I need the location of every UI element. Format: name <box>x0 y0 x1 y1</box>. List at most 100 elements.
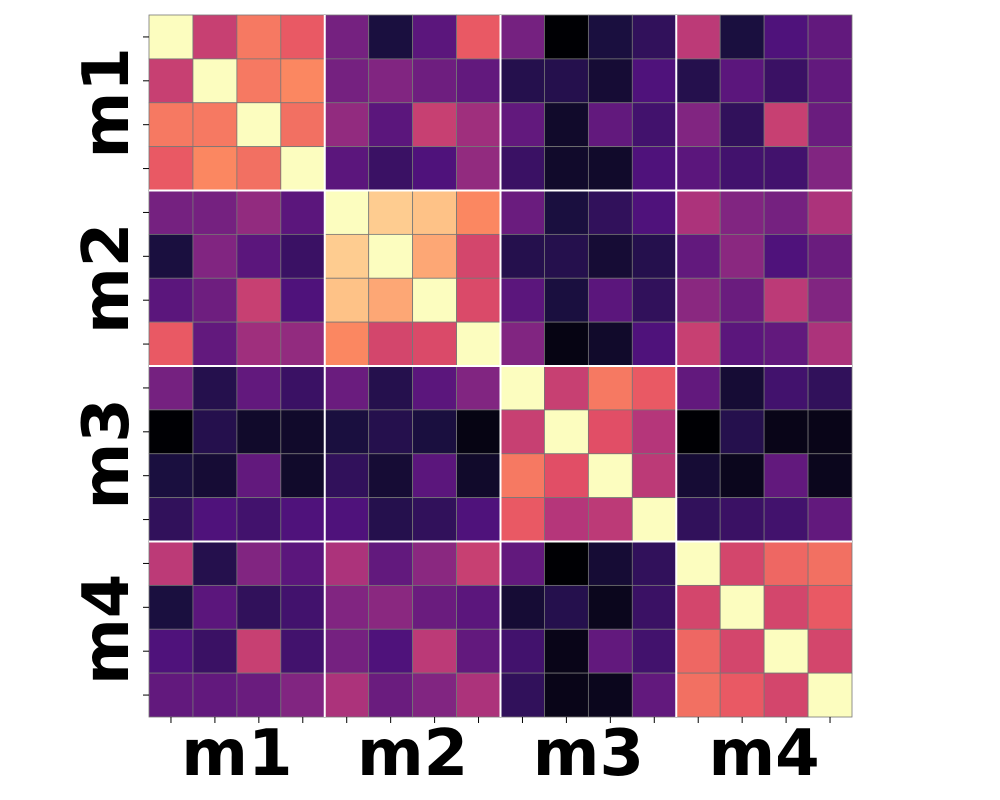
heatmap-cell <box>456 365 501 411</box>
heatmap-cell <box>719 584 765 630</box>
heatmap-cell <box>192 541 238 586</box>
heatmap-cell <box>412 321 457 367</box>
heatmap-cell <box>500 321 545 367</box>
heatmap-cell <box>324 365 370 411</box>
heatmap-cell <box>148 102 194 148</box>
heatmap-cell <box>587 14 633 60</box>
heatmap-cell <box>192 497 238 542</box>
heatmap-cell <box>631 190 677 235</box>
heatmap-cell <box>280 497 326 542</box>
heatmap-cell <box>412 14 457 60</box>
heatmap-cell <box>368 102 414 148</box>
heatmap-cell <box>500 190 545 235</box>
heatmap-cell <box>500 541 545 586</box>
heatmap-cell <box>368 453 414 499</box>
heatmap-cell <box>675 102 721 148</box>
heatmap-cell <box>148 14 194 60</box>
heatmap-cell <box>148 365 194 411</box>
heatmap-cell <box>763 584 809 630</box>
heatmap-cell <box>763 672 809 718</box>
heatmap-cell <box>631 233 677 279</box>
heatmap-cell <box>763 541 809 586</box>
heatmap-cell <box>192 584 238 630</box>
heatmap-cell <box>500 58 545 104</box>
heatmap-cell <box>719 497 765 542</box>
heatmap-cell <box>456 409 501 455</box>
heatmap-cell <box>456 584 501 630</box>
col-group-label: m4 <box>708 717 819 791</box>
heatmap-cell <box>719 365 765 411</box>
heatmap-cell <box>544 146 589 191</box>
heatmap-cell <box>280 321 326 367</box>
heatmap-cell <box>324 628 370 674</box>
heatmap-cell <box>719 190 765 235</box>
heatmap-cell <box>587 146 633 191</box>
heatmap-cell <box>631 321 677 367</box>
heatmap-cell <box>456 628 501 674</box>
heatmap-cell <box>368 277 414 323</box>
heatmap-cell <box>456 541 501 586</box>
heatmap-cell <box>631 584 677 630</box>
heatmap-cell <box>368 233 414 279</box>
row-group-label: m1 <box>70 47 144 158</box>
axis-ticks <box>143 36 831 723</box>
heatmap-cell <box>807 672 853 718</box>
heatmap-cell <box>412 58 457 104</box>
block-separators <box>149 15 852 717</box>
heatmap-cell <box>236 672 282 718</box>
heatmap-cell <box>412 541 457 586</box>
heatmap-cell <box>456 321 501 367</box>
heatmap-cell <box>807 58 853 104</box>
heatmap-cell <box>719 146 765 191</box>
heatmap-cell <box>675 58 721 104</box>
heatmap-cell <box>148 584 194 630</box>
heatmap-cell <box>544 672 589 718</box>
heatmap-cell <box>412 672 457 718</box>
col-group-labels: m1 m2 m3 m4 <box>181 717 819 791</box>
heatmap-cell <box>544 497 589 542</box>
heatmap-cell <box>807 497 853 542</box>
heatmap-cell <box>192 14 238 60</box>
heatmap-cell <box>763 321 809 367</box>
heatmap-cell <box>236 409 282 455</box>
heatmap-cell <box>807 409 853 455</box>
heatmap-cell <box>192 321 238 367</box>
heatmap-cell <box>456 102 501 148</box>
heatmap-cell <box>587 497 633 542</box>
heatmap-cell <box>631 58 677 104</box>
heatmap-cell <box>148 146 194 191</box>
heatmap-cell <box>280 14 326 60</box>
heatmap-cell <box>236 584 282 630</box>
heatmap-cell <box>368 14 414 60</box>
heatmap-cell <box>807 146 853 191</box>
heatmap-cell <box>587 277 633 323</box>
heatmap-cell <box>368 541 414 586</box>
heatmap-cell <box>148 409 194 455</box>
heatmap-cell <box>763 14 809 60</box>
heatmap-cell <box>675 14 721 60</box>
heatmap-cell <box>236 14 282 60</box>
heatmap-cell <box>587 321 633 367</box>
heatmap-cell <box>412 102 457 148</box>
heatmap-cell <box>763 365 809 411</box>
heatmap-cell <box>544 102 589 148</box>
heatmap-cell <box>280 58 326 104</box>
heatmap-cell <box>192 233 238 279</box>
heatmap-cell <box>544 233 589 279</box>
heatmap-cell <box>675 584 721 630</box>
heatmap-cell <box>631 277 677 323</box>
heatmap-cell <box>675 453 721 499</box>
heatmap-cell <box>587 453 633 499</box>
heatmap-cell <box>675 277 721 323</box>
heatmap-cell <box>236 541 282 586</box>
heatmap-cell <box>324 321 370 367</box>
heatmap-cell <box>763 58 809 104</box>
heatmap-cell <box>192 409 238 455</box>
heatmap-cell <box>719 233 765 279</box>
heatmap-cell <box>631 497 677 542</box>
heatmap-cell <box>719 541 765 586</box>
heatmap-cell <box>236 190 282 235</box>
heatmap-cell <box>587 102 633 148</box>
col-group-label: m2 <box>357 717 468 791</box>
heatmap-cell <box>368 146 414 191</box>
